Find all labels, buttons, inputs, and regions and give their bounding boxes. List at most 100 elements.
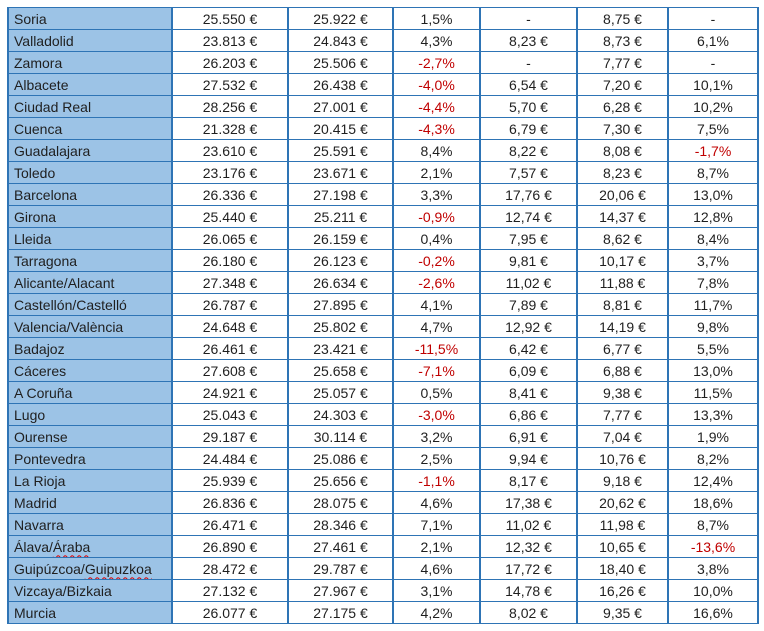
province-name-cell[interactable]: Guipúzcoa/Guipuzkoa xyxy=(7,557,173,580)
value-cell[interactable]: 8,62 € xyxy=(576,227,669,250)
value-cell[interactable]: 27.532 € xyxy=(171,73,289,96)
value-cell[interactable]: 12,32 € xyxy=(479,535,578,558)
value-cell[interactable]: 9,38 € xyxy=(576,381,669,404)
value-cell[interactable]: 25.057 € xyxy=(287,381,394,404)
value-cell[interactable]: 18,40 € xyxy=(576,557,669,580)
value-cell[interactable]: 26.890 € xyxy=(171,535,289,558)
province-name-cell[interactable]: Soria xyxy=(7,7,173,30)
value-cell[interactable]: 6,1% xyxy=(667,29,759,52)
value-cell[interactable]: 25.802 € xyxy=(287,315,394,338)
value-cell[interactable]: 11,98 € xyxy=(576,513,669,536)
value-cell[interactable]: - xyxy=(667,51,759,74)
value-cell[interactable]: 28.256 € xyxy=(171,95,289,118)
value-cell[interactable]: 25.656 € xyxy=(287,469,394,492)
value-cell[interactable]: 7,20 € xyxy=(576,73,669,96)
value-cell[interactable]: 13,3% xyxy=(667,403,759,426)
value-cell[interactable]: 16,6% xyxy=(667,601,759,624)
value-cell[interactable]: 26.336 € xyxy=(171,183,289,206)
value-cell[interactable]: 25.550 € xyxy=(171,7,289,30)
value-cell[interactable]: -4,4% xyxy=(392,95,481,118)
value-cell[interactable]: -2,6% xyxy=(392,271,481,294)
value-cell[interactable]: 26.634 € xyxy=(287,271,394,294)
value-cell[interactable]: 4,1% xyxy=(392,293,481,316)
value-cell[interactable]: 6,79 € xyxy=(479,117,578,140)
value-cell[interactable]: 26.438 € xyxy=(287,73,394,96)
value-cell[interactable]: 23.176 € xyxy=(171,161,289,184)
value-cell[interactable]: 9,18 € xyxy=(576,469,669,492)
value-cell[interactable]: 28.075 € xyxy=(287,491,394,514)
province-name-cell[interactable]: Toledo xyxy=(7,161,173,184)
value-cell[interactable]: 25.939 € xyxy=(171,469,289,492)
value-cell[interactable]: 6,09 € xyxy=(479,359,578,382)
province-name-cell[interactable]: Guadalajara xyxy=(7,139,173,162)
value-cell[interactable]: 14,19 € xyxy=(576,315,669,338)
value-cell[interactable]: 3,3% xyxy=(392,183,481,206)
value-cell[interactable]: 7,77 € xyxy=(576,51,669,74)
value-cell[interactable]: 11,02 € xyxy=(479,271,578,294)
value-cell[interactable]: 28.472 € xyxy=(171,557,289,580)
value-cell[interactable]: 21.328 € xyxy=(171,117,289,140)
value-cell[interactable]: 6,42 € xyxy=(479,337,578,360)
province-name-cell[interactable]: Murcia xyxy=(7,601,173,624)
value-cell[interactable]: 23.671 € xyxy=(287,161,394,184)
value-cell[interactable]: 11,5% xyxy=(667,381,759,404)
value-cell[interactable]: 6,77 € xyxy=(576,337,669,360)
value-cell[interactable]: 13,0% xyxy=(667,183,759,206)
value-cell[interactable]: -4,3% xyxy=(392,117,481,140)
value-cell[interactable]: 8,02 € xyxy=(479,601,578,624)
value-cell[interactable]: 10,1% xyxy=(667,73,759,96)
value-cell[interactable]: 6,88 € xyxy=(576,359,669,382)
value-cell[interactable]: 14,37 € xyxy=(576,205,669,228)
province-name-cell[interactable]: Lleida xyxy=(7,227,173,250)
value-cell[interactable]: 11,88 € xyxy=(576,271,669,294)
value-cell[interactable]: 11,7% xyxy=(667,293,759,316)
value-cell[interactable]: 29.187 € xyxy=(171,425,289,448)
value-cell[interactable]: 7,5% xyxy=(667,117,759,140)
value-cell[interactable]: 4,3% xyxy=(392,29,481,52)
value-cell[interactable]: 8,17 € xyxy=(479,469,578,492)
value-cell[interactable]: 8,2% xyxy=(667,447,759,470)
province-name-cell[interactable]: Tarragona xyxy=(7,249,173,272)
province-name-cell[interactable]: Ourense xyxy=(7,425,173,448)
value-cell[interactable]: 26.123 € xyxy=(287,249,394,272)
value-cell[interactable]: 27.608 € xyxy=(171,359,289,382)
value-cell[interactable]: 7,77 € xyxy=(576,403,669,426)
value-cell[interactable]: 8,08 € xyxy=(576,139,669,162)
value-cell[interactable]: 27.198 € xyxy=(287,183,394,206)
province-name-cell[interactable]: Castellón/Castelló xyxy=(7,293,173,316)
value-cell[interactable]: 26.836 € xyxy=(171,491,289,514)
value-cell[interactable]: 8,7% xyxy=(667,161,759,184)
value-cell[interactable]: 1,9% xyxy=(667,425,759,448)
value-cell[interactable]: 4,2% xyxy=(392,601,481,624)
value-cell[interactable]: 27.001 € xyxy=(287,95,394,118)
province-name-cell[interactable]: Álava/Áraba xyxy=(7,535,173,558)
province-name-cell[interactable]: Girona xyxy=(7,205,173,228)
value-cell[interactable]: 25.922 € xyxy=(287,7,394,30)
value-cell[interactable]: 9,8% xyxy=(667,315,759,338)
value-cell[interactable]: 24.484 € xyxy=(171,447,289,470)
province-name-cell[interactable]: Madrid xyxy=(7,491,173,514)
value-cell[interactable]: -1,1% xyxy=(392,469,481,492)
value-cell[interactable]: 27.895 € xyxy=(287,293,394,316)
province-name-cell[interactable]: Lugo xyxy=(7,403,173,426)
value-cell[interactable]: 12,92 € xyxy=(479,315,578,338)
value-cell[interactable]: 25.043 € xyxy=(171,403,289,426)
value-cell[interactable]: 10,17 € xyxy=(576,249,669,272)
value-cell[interactable]: 2,1% xyxy=(392,161,481,184)
value-cell[interactable]: 3,2% xyxy=(392,425,481,448)
value-cell[interactable]: 25.658 € xyxy=(287,359,394,382)
province-name-cell[interactable]: Cuenca xyxy=(7,117,173,140)
value-cell[interactable]: 25.440 € xyxy=(171,205,289,228)
value-cell[interactable]: 6,86 € xyxy=(479,403,578,426)
value-cell[interactable]: 8,4% xyxy=(667,227,759,250)
value-cell[interactable]: 16,26 € xyxy=(576,579,669,602)
value-cell[interactable]: 26.203 € xyxy=(171,51,289,74)
value-cell[interactable]: 25.211 € xyxy=(287,205,394,228)
value-cell[interactable]: 30.114 € xyxy=(287,425,394,448)
province-name-cell[interactable]: A Coruña xyxy=(7,381,173,404)
value-cell[interactable]: 23.421 € xyxy=(287,337,394,360)
value-cell[interactable]: 17,76 € xyxy=(479,183,578,206)
value-cell[interactable]: 5,5% xyxy=(667,337,759,360)
value-cell[interactable]: 24.921 € xyxy=(171,381,289,404)
value-cell[interactable]: 6,28 € xyxy=(576,95,669,118)
